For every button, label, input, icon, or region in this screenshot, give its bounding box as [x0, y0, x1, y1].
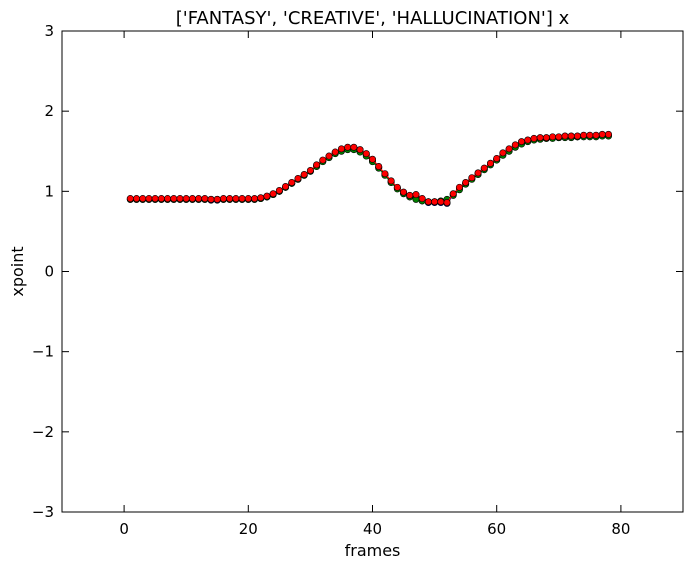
y-tick-label: 1 [44, 182, 54, 200]
y-tick-label: 2 [44, 102, 54, 120]
data-point [300, 171, 308, 179]
data-point [331, 148, 339, 156]
data-point [244, 195, 252, 203]
data-point [592, 131, 600, 139]
data-point [182, 195, 190, 203]
data-point [294, 175, 302, 183]
data-point [201, 195, 209, 203]
chart-title: ['FANTASY', 'CREATIVE', 'HALLUCINATION']… [176, 8, 570, 29]
data-point [493, 154, 501, 162]
data-point [362, 150, 370, 158]
data-point [462, 179, 470, 187]
data-point [232, 195, 240, 203]
data-point [207, 195, 215, 203]
y-tick-label: −3 [32, 503, 54, 521]
series-layer [126, 130, 612, 207]
data-point [350, 143, 358, 151]
data-point [145, 195, 153, 203]
data-point [573, 132, 581, 140]
y-tick-label: −2 [32, 423, 54, 441]
data-point [542, 134, 550, 142]
data-point [530, 134, 538, 142]
data-point [288, 179, 296, 187]
y-tick-label: 0 [44, 263, 54, 281]
data-point [561, 132, 569, 140]
data-point [282, 183, 290, 191]
data-point [598, 130, 606, 138]
data-point [325, 152, 333, 160]
data-point [213, 195, 221, 203]
data-point [412, 191, 420, 199]
data-point [499, 149, 507, 157]
data-point [400, 188, 408, 196]
data-point [313, 161, 321, 169]
x-tick-label: 80 [611, 520, 630, 538]
data-point [306, 166, 314, 174]
series-3 [126, 130, 612, 207]
data-point [437, 198, 445, 206]
data-point [586, 131, 594, 139]
data-point [486, 159, 494, 167]
data-point [418, 195, 426, 203]
data-point [555, 133, 563, 141]
data-point [387, 177, 395, 185]
data-point [257, 194, 265, 202]
x-tick-label: 60 [487, 520, 506, 538]
data-point [219, 195, 227, 203]
data-point [567, 132, 575, 140]
data-point [263, 192, 271, 200]
data-point [356, 146, 364, 154]
data-point [474, 169, 482, 177]
data-point [393, 183, 401, 191]
data-point [549, 133, 557, 141]
data-point [406, 191, 414, 199]
y-axis-label: xpoint [8, 246, 27, 296]
x-tick-label: 40 [363, 520, 382, 538]
data-point [151, 195, 159, 203]
y-tick-label: −1 [32, 343, 54, 361]
data-point [468, 174, 476, 182]
data-point [375, 162, 383, 170]
data-point [455, 183, 463, 191]
data-point [337, 145, 345, 153]
x-tick-label: 0 [119, 520, 129, 538]
data-point [604, 130, 612, 138]
data-point [195, 195, 203, 203]
data-point [344, 143, 352, 151]
data-point [157, 195, 165, 203]
data-point [275, 187, 283, 195]
x-tick-label: 20 [239, 520, 258, 538]
data-point [126, 195, 134, 203]
data-point [188, 195, 196, 203]
data-point [226, 195, 234, 203]
data-point [368, 155, 376, 163]
data-point [164, 195, 172, 203]
data-point [580, 131, 588, 139]
data-point [170, 195, 178, 203]
data-point [424, 198, 432, 206]
data-point [449, 190, 457, 198]
data-point [505, 145, 513, 153]
data-point [133, 195, 141, 203]
data-point [511, 141, 519, 149]
y-tick-label: 3 [44, 22, 54, 40]
x-axis-label: frames [345, 541, 401, 560]
data-point [319, 156, 327, 164]
data-point [480, 164, 488, 172]
data-point [381, 170, 389, 178]
data-point [524, 136, 532, 144]
data-point [139, 195, 147, 203]
data-point [431, 198, 439, 206]
ticks-layer: 0 20 40 60 80 −3 −2 −1 0 1 2 3 [32, 22, 683, 538]
data-point [251, 195, 259, 203]
data-point [443, 199, 451, 207]
data-point [536, 134, 544, 142]
data-point [518, 138, 526, 146]
data-point [238, 195, 246, 203]
data-point [269, 190, 277, 198]
data-point [176, 195, 184, 203]
